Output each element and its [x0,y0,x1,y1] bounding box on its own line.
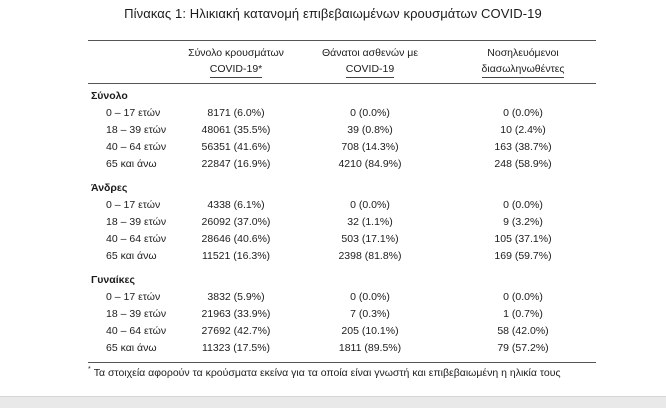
age-label: 40 – 64 ετών [106,325,167,337]
group-heading-women: Γυναίκες [0,274,666,290]
cases-cell: 22847 (16.9%) [201,158,271,170]
deaths-cell: 4210 (84.9%) [338,158,402,170]
table-row: 18 – 39 ετών 21963 (33.9%) 7 (0.3%) 1 (0… [0,308,666,324]
cases-cell: 26092 (37.0%) [201,216,271,228]
age-label: 40 – 64 ετών [106,141,167,153]
deaths-cell: 708 (14.3%) [341,141,399,153]
deaths-cell: 0 (0.0%) [350,199,390,211]
table-row: 0 – 17 ετών 4338 (6.1%) 0 (0.0%) 0 (0.0%… [0,199,666,215]
deaths-cell: 503 (17.1%) [341,233,399,245]
cases-cell: 4338 (6.1%) [207,199,265,211]
table-row: 0 – 17 ετών 8171 (6.0%) 0 (0.0%) 0 (0.0%… [0,107,666,123]
deaths-cell: 2398 (81.8%) [338,250,402,262]
intubated-cell: 169 (59.7%) [494,250,552,262]
age-label: 18 – 39 ετών [106,308,167,320]
age-label: 40 – 64 ετών [106,233,167,245]
age-label: 0 – 17 ετών [106,291,161,303]
group-heading-men: Άνδρες [0,182,666,198]
column-header-intubated: Νοσηλευόμενοι διασωληνωθέντες [468,45,578,78]
table-row: 40 – 64 ετών 28646 (40.6%) 503 (17.1%) 1… [0,233,666,249]
top-rule [88,40,596,41]
footnote-marker: * [88,366,91,373]
table-row: 18 – 39 ετών 26092 (37.0%) 32 (1.1%) 9 (… [0,216,666,232]
group-heading-total: Σύνολο [0,90,666,106]
table-row: 65 και άνω 11521 (16.3%) 2398 (81.8%) 16… [0,250,666,266]
intubated-cell: 0 (0.0%) [503,107,543,119]
age-label: 0 – 17 ετών [106,199,161,211]
table-row: 65 και άνω 11323 (17.5%) 1811 (89.5%) 79… [0,342,666,358]
column-header-line: Σύνολο κρουσμάτων [188,47,284,59]
intubated-cell: 163 (38.7%) [494,141,552,153]
age-label: 18 – 39 ετών [106,216,167,228]
column-header-line: COVID-19 [345,61,395,78]
intubated-cell: 1 (0.7%) [503,308,543,320]
cases-cell: 21963 (33.9%) [201,308,271,320]
deaths-cell: 1811 (89.5%) [338,342,402,354]
cases-cell: 3832 (5.9%) [207,291,265,303]
footnote-text: Τα στοιχεία αφορούν τα κρούσματα εκείνα … [93,367,561,379]
intubated-cell: 9 (3.2%) [503,216,543,228]
cases-cell: 11521 (16.3%) [201,250,271,262]
intubated-cell: 79 (57.2%) [497,342,549,354]
group-label: Άνδρες [91,182,128,194]
header-rule [88,83,596,84]
deaths-cell: 205 (10.1%) [341,325,399,337]
column-header-line: COVID-19* [209,61,263,78]
table-row: 0 – 17 ετών 3832 (5.9%) 0 (0.0%) 0 (0.0%… [0,291,666,307]
table-row: 40 – 64 ετών 56351 (41.6%) 708 (14.3%) 1… [0,141,666,157]
column-header-deaths: Θάνατοι ασθενών με COVID-19 [304,45,436,78]
age-label: 65 και άνω [106,158,157,170]
cases-cell: 11323 (17.5%) [201,342,271,354]
deaths-cell: 32 (1.1%) [347,216,393,228]
column-header-line: Νοσηλευόμενοι [487,47,559,59]
column-header-line: Θάνατοι ασθενών με [321,47,419,59]
age-label: 65 και άνω [106,250,157,262]
group-label: Σύνολο [91,90,128,102]
table-row: 40 – 64 ετών 27692 (42.7%) 205 (10.1%) 5… [0,325,666,341]
intubated-cell: 248 (58.9%) [494,158,552,170]
age-label: 18 – 39 ετών [106,124,167,136]
cases-cell: 56351 (41.6%) [201,141,271,153]
cases-cell: 28646 (40.6%) [201,233,271,245]
group-label: Γυναίκες [91,274,135,286]
intubated-cell: 0 (0.0%) [503,291,543,303]
table-card: Πίνακας 1: Ηλικιακή κατανομή επιβεβαιωμέ… [0,0,666,396]
intubated-cell: 10 (2.4%) [500,124,546,136]
bottom-strip [0,396,666,408]
cases-cell: 48061 (35.5%) [201,124,271,136]
deaths-cell: 0 (0.0%) [350,291,390,303]
cases-cell: 8171 (6.0%) [207,107,265,119]
table-row: 18 – 39 ετών 48061 (35.5%) 39 (0.8%) 10 … [0,124,666,140]
cases-cell: 27692 (42.7%) [201,325,271,337]
table-row: 65 και άνω 22847 (16.9%) 4210 (84.9%) 24… [0,158,666,174]
bottom-rule [88,362,596,363]
intubated-cell: 105 (37.1%) [494,233,552,245]
deaths-cell: 39 (0.8%) [347,124,393,136]
deaths-cell: 0 (0.0%) [350,107,390,119]
column-header-line: διασωληνωθέντες [481,61,565,78]
intubated-cell: 58 (42.0%) [497,325,549,337]
intubated-cell: 0 (0.0%) [503,199,543,211]
footnote: * Τα στοιχεία αφορούν τα κρούσματα εκείνα… [88,366,561,379]
age-label: 0 – 17 ετών [106,107,161,119]
table-title: Πίνακας 1: Ηλικιακή κατανομή επιβεβαιωμέ… [124,6,542,21]
deaths-cell: 7 (0.3%) [350,308,390,320]
age-label: 65 και άνω [106,342,157,354]
column-header-cases: Σύνολο κρουσμάτων COVID-19* [182,45,290,78]
